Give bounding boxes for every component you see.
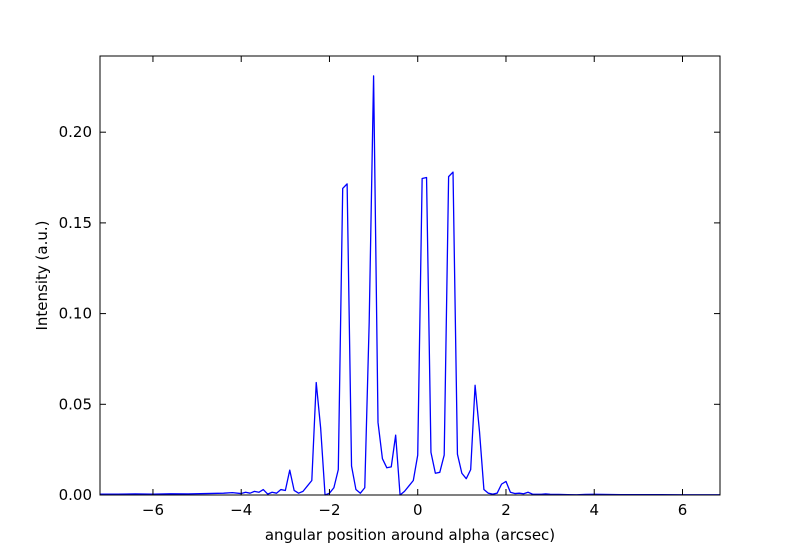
y-tick-label: 0.00 bbox=[59, 486, 92, 504]
y-tick-label: 0.05 bbox=[59, 395, 92, 413]
y-tick-label: 0.20 bbox=[59, 123, 92, 141]
plot-frame bbox=[99, 55, 721, 496]
x-tick-label: −2 bbox=[318, 501, 340, 519]
series-layer bbox=[100, 75, 720, 496]
x-axis-label: angular position around alpha (arcsec) bbox=[265, 526, 555, 544]
x-tick-label: −4 bbox=[230, 501, 252, 519]
x-tick-label: 0 bbox=[413, 501, 423, 519]
x-tick-label: 2 bbox=[501, 501, 511, 519]
tick-layer: −6 −4 −2 0 2 4 6 0.00 0.05 0.10 0.15 0.20 bbox=[59, 56, 720, 519]
y-axis-label: Intensity (a.u.) bbox=[33, 221, 51, 331]
y-tick-label: 0.10 bbox=[59, 305, 92, 323]
plot-area bbox=[100, 56, 720, 495]
x-tick-label: −6 bbox=[142, 501, 164, 519]
series-line-0 bbox=[100, 75, 720, 496]
x-tick-label: 4 bbox=[589, 501, 599, 519]
y-tick-label: 0.15 bbox=[59, 214, 92, 232]
x-tick-label: 6 bbox=[678, 501, 688, 519]
